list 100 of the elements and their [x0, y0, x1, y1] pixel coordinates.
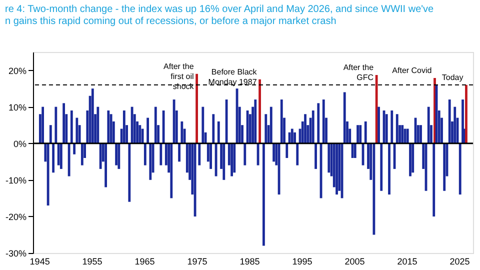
bar [390, 110, 394, 144]
bar [465, 84, 468, 144]
x-tick-label: 1975 [187, 256, 208, 266]
bar [458, 143, 462, 195]
bar [286, 143, 288, 158]
bar [52, 143, 55, 173]
bar [270, 106, 272, 144]
y-tick-label: 10% [8, 102, 26, 112]
bar [427, 106, 430, 144]
bar [57, 143, 60, 166]
bar [412, 143, 414, 173]
bar [62, 103, 66, 144]
bar [462, 100, 464, 144]
bar [406, 128, 409, 144]
bar [454, 106, 456, 144]
bar [212, 114, 215, 144]
bar [314, 143, 317, 169]
bar [356, 125, 359, 144]
bar [110, 114, 112, 144]
bar [222, 143, 226, 180]
bar [128, 143, 131, 202]
bar [359, 125, 362, 144]
bar [448, 100, 451, 144]
bar [210, 143, 212, 169]
bar [343, 92, 346, 144]
bar [396, 114, 398, 144]
x-tick-label: 2005 [344, 256, 365, 266]
bar [160, 143, 162, 166]
bar [312, 110, 314, 144]
bar [364, 121, 367, 144]
bar [322, 100, 325, 144]
bar [254, 100, 257, 144]
x-tick-label: 1965 [134, 256, 155, 266]
bar [46, 143, 50, 206]
bar [202, 106, 204, 144]
y-tick-label: -10% [5, 175, 26, 186]
x-tick-label: 2025 [450, 256, 470, 266]
bar [328, 143, 330, 173]
annotation: After Covid [392, 66, 432, 75]
bar [294, 132, 296, 144]
bar [409, 143, 412, 176]
x-tick-label: 2015 [397, 256, 418, 266]
bar [60, 143, 62, 169]
bar [217, 121, 220, 144]
bar [170, 143, 173, 198]
bar [49, 125, 52, 144]
y-tick-label: 20% [8, 66, 26, 76]
bar [99, 143, 102, 169]
x-tick-label: 1985 [240, 256, 260, 266]
bar [162, 110, 165, 144]
y-tick-label: 0% [13, 138, 26, 149]
text: n gains this rapid coming out of recessions, or before a major market crash [4, 16, 336, 27]
bar [432, 143, 436, 216]
bar [196, 74, 198, 144]
bar [336, 143, 338, 195]
bar [73, 143, 76, 154]
bar [304, 114, 306, 144]
annotation: After the GFC [343, 63, 374, 82]
bar [258, 79, 261, 144]
bar [420, 125, 422, 144]
annotation: After the first oil shock [164, 62, 195, 91]
bar [233, 143, 236, 173]
x-tick-label: 1995 [292, 256, 312, 266]
bar [198, 143, 201, 166]
bar [141, 128, 144, 144]
y-tick-label: -20% [5, 212, 26, 222]
bar [91, 88, 94, 144]
bar [154, 106, 157, 144]
bar [290, 128, 294, 144]
bar [385, 114, 388, 144]
bar [42, 106, 44, 144]
text: re 4: Two-month change - the index was up 16% over April and May 2026, and since WWII we've [4, 4, 434, 15]
bar [146, 118, 149, 144]
bar [144, 143, 146, 166]
bar [443, 143, 446, 191]
bar [280, 100, 283, 144]
bar [272, 143, 275, 162]
bar [104, 143, 108, 188]
bar [149, 143, 152, 180]
bar [180, 121, 184, 144]
bar [122, 110, 126, 144]
bar [244, 143, 246, 166]
bar [107, 110, 110, 144]
bar [401, 125, 404, 144]
x-tick-label: 1955 [82, 256, 102, 266]
bar [138, 125, 142, 144]
bar [118, 143, 120, 169]
bar [296, 143, 299, 166]
x-tick-label: 1945 [30, 256, 50, 266]
bar [76, 118, 78, 144]
y-tick-label: -30% [5, 248, 26, 258]
bar [178, 143, 180, 162]
bar [354, 143, 356, 158]
annotation: Today [442, 72, 464, 82]
bar [96, 106, 100, 144]
bar [230, 143, 233, 176]
bar [115, 143, 118, 166]
bar [317, 103, 320, 144]
bar [375, 75, 378, 144]
bar [80, 143, 84, 166]
